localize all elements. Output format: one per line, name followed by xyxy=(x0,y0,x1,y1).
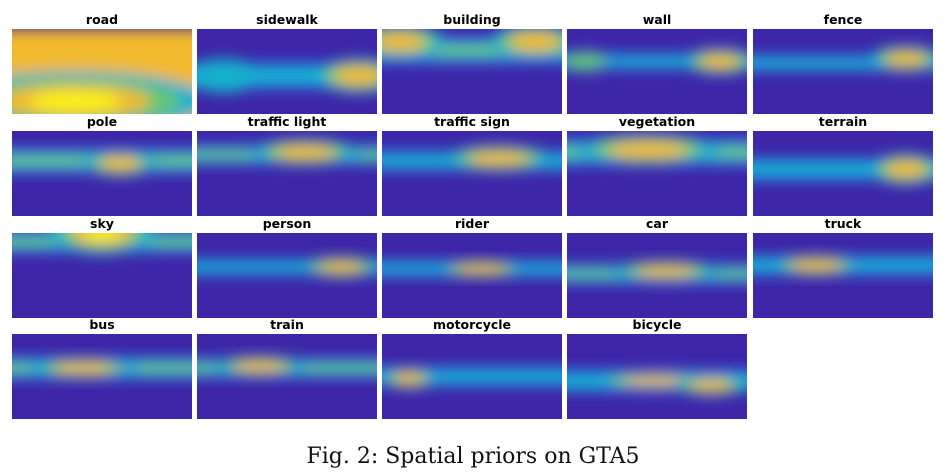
panel-title: person xyxy=(262,216,312,231)
panel-title: pole xyxy=(86,114,118,129)
panel-title: bicycle xyxy=(632,317,682,332)
heatmap-wall xyxy=(567,29,747,114)
prior-panel-sky: sky xyxy=(12,217,192,319)
heat-band xyxy=(567,55,747,67)
prior-panel-terrain: terrain xyxy=(753,115,933,217)
panel-title: car xyxy=(645,216,668,231)
heatmap-rider xyxy=(382,233,562,318)
prior-panel-motorcycle: motorcycle xyxy=(382,318,562,420)
prior-panel-building: building xyxy=(382,13,562,115)
panel-title: truck xyxy=(824,216,862,231)
heat-blob xyxy=(635,265,697,277)
panel-title: building xyxy=(443,12,501,27)
heat-blob xyxy=(621,375,693,386)
heat-band xyxy=(753,57,933,69)
heatmap-background xyxy=(753,29,933,114)
heatmap-fence xyxy=(753,29,933,114)
heat-blob xyxy=(234,360,286,373)
heatmap-pole xyxy=(12,131,192,216)
heatmap-sidewalk xyxy=(197,29,377,114)
heatmap-train xyxy=(197,334,377,419)
panel-title: rider xyxy=(454,216,490,231)
panel-title: train xyxy=(270,317,304,332)
heatmap-road xyxy=(12,29,192,114)
heat-blob xyxy=(455,263,507,274)
prior-panel-car: car xyxy=(567,217,747,319)
heatmap-car xyxy=(567,233,747,318)
heat-blob xyxy=(53,362,115,374)
prior-panel-fence: fence xyxy=(753,13,933,115)
panel-title: road xyxy=(85,12,119,27)
heat-band xyxy=(382,44,562,56)
heat-blob xyxy=(99,156,141,171)
heatmap-traffic-sign xyxy=(382,131,562,216)
heatmap-motorcycle xyxy=(382,334,562,419)
heat-blob xyxy=(468,151,530,166)
prior-panel-sidewalk: sidewalk xyxy=(197,13,377,115)
panel-title: traffic sign xyxy=(434,114,510,129)
prior-panel-truck: truck xyxy=(753,217,933,319)
heatmap-bicycle xyxy=(567,334,747,419)
heat-blob xyxy=(885,51,927,66)
heatmap-terrain xyxy=(753,131,933,216)
panel-title: wall xyxy=(642,12,672,27)
heatmap-traffic-light xyxy=(197,131,377,216)
heat-blob xyxy=(197,58,260,93)
heat-blob xyxy=(29,91,121,112)
heatmap-person xyxy=(197,233,377,318)
prior-panel-pole: pole xyxy=(12,115,192,217)
prior-panel-bicycle: bicycle xyxy=(567,318,747,420)
heat-blob xyxy=(393,372,425,384)
figure-caption: Fig. 2: Spatial priors on GTA5 xyxy=(306,444,640,469)
heatmap-sky xyxy=(12,233,192,318)
heat-blob xyxy=(690,379,732,391)
heatmap-vegetation xyxy=(567,131,747,216)
panel-title: traffic light xyxy=(247,114,327,129)
heatmap-background xyxy=(382,131,562,216)
heat-blob xyxy=(885,160,927,178)
heat-blob xyxy=(699,54,741,69)
heatmap-building xyxy=(382,29,562,114)
heat-blob xyxy=(274,145,336,160)
panel-title: sky xyxy=(90,216,114,231)
panel-title: terrain xyxy=(818,114,868,129)
heat-blob xyxy=(318,261,364,273)
heat-blob xyxy=(333,66,377,86)
prior-panel-wall: wall xyxy=(567,13,747,115)
prior-panel-road: road xyxy=(12,13,192,115)
prior-panel-rider: rider xyxy=(382,217,562,319)
panel-title: bus xyxy=(89,317,115,332)
panel-title: vegetation xyxy=(618,114,696,129)
heatmap-bus xyxy=(12,334,192,419)
spatial-priors-figure: road sidewalk building wall fence pole traffic… xyxy=(12,13,933,420)
heatmap-background xyxy=(753,233,933,318)
panel-title: fence xyxy=(823,12,863,27)
panel-title: motorcycle xyxy=(432,317,512,332)
heat-blob xyxy=(567,53,607,70)
prior-panel-traffic-light: traffic light xyxy=(197,115,377,217)
heat-blob xyxy=(382,32,426,52)
heat-blob xyxy=(790,259,842,272)
heat-blob xyxy=(607,141,689,159)
prior-panel-bus: bus xyxy=(12,318,192,420)
prior-panel-person: person xyxy=(197,217,377,319)
heat-blob xyxy=(83,233,121,241)
prior-panel-vegetation: vegetation xyxy=(567,115,747,217)
panel-title: sidewalk xyxy=(256,12,318,27)
prior-panel-traffic-sign: traffic sign xyxy=(382,115,562,217)
heatmap-truck xyxy=(753,233,933,318)
heat-blob xyxy=(509,32,561,52)
heat-band xyxy=(197,261,377,273)
prior-panel-train: train xyxy=(197,318,377,420)
